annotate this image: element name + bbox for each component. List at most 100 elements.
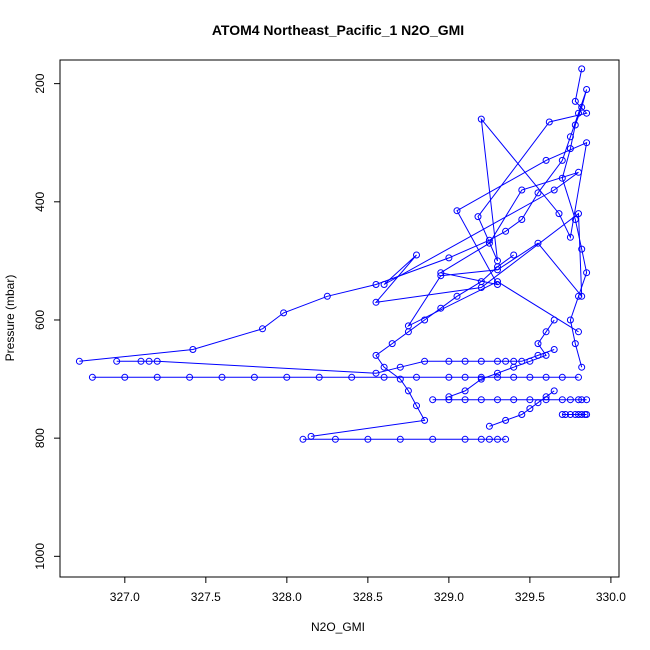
data-point <box>575 396 582 404</box>
data-point <box>502 357 510 365</box>
data-point <box>583 411 591 418</box>
data-point <box>121 373 129 381</box>
data-point <box>571 216 579 223</box>
data-point <box>88 373 96 381</box>
data-point <box>280 309 288 317</box>
data-point <box>283 373 291 381</box>
series-line <box>79 89 588 368</box>
data-point <box>545 118 553 126</box>
data-point <box>404 387 412 395</box>
x-tick-label: 329.5 <box>515 590 545 604</box>
data-point <box>566 233 574 241</box>
y-tick-label: 400 <box>33 191 47 211</box>
y-axis: 200 400 600 800 1000 <box>33 73 60 570</box>
data-point <box>575 210 582 218</box>
data-point <box>578 396 586 404</box>
data-point <box>323 292 331 300</box>
data-point <box>485 435 493 443</box>
data-point <box>566 133 574 141</box>
data-point <box>510 373 518 381</box>
data-point <box>558 396 566 404</box>
data-point <box>542 393 550 401</box>
data-point <box>494 263 501 271</box>
series-9 <box>445 316 558 401</box>
data-point <box>571 121 579 129</box>
data-point <box>153 373 161 381</box>
series-3 <box>88 373 582 381</box>
data-point <box>550 316 558 324</box>
data-point <box>364 435 372 443</box>
data-point <box>575 109 582 117</box>
series-line <box>311 254 514 437</box>
data-point <box>413 251 420 259</box>
y-axis-label: Pressure (mbar) <box>3 275 17 362</box>
x-tick-label: 327.0 <box>110 590 140 604</box>
data-point <box>474 213 482 221</box>
data-point <box>526 357 534 365</box>
data-point <box>453 292 461 300</box>
data-point <box>331 435 339 443</box>
x-axis: 327.0 327.5 328.0 328.5 329.0 329.5 330.0 <box>110 577 626 604</box>
data-point <box>477 375 485 383</box>
series-line <box>374 68 588 333</box>
series-2 <box>75 86 591 371</box>
data-point <box>534 340 542 348</box>
data-point <box>437 269 445 277</box>
series-layer <box>75 65 591 443</box>
data-point <box>502 227 510 235</box>
data-point <box>259 325 266 333</box>
data-point <box>494 369 501 377</box>
data-point <box>542 351 550 359</box>
data-point <box>421 316 429 324</box>
data-point <box>583 396 591 404</box>
data-point <box>583 86 591 93</box>
data-point <box>372 351 380 359</box>
data-point <box>518 411 526 418</box>
x-axis-label: N2O_GMI <box>311 620 365 634</box>
chart-title: ATOM4 Northeast_Pacific_1 N2O_GMI <box>212 22 464 38</box>
data-point <box>578 411 586 418</box>
data-point <box>388 340 396 348</box>
y-tick-label: 600 <box>33 310 47 330</box>
data-point <box>315 373 323 381</box>
y-tick-label: 1000 <box>33 543 47 570</box>
data-point <box>477 357 485 365</box>
data-point <box>542 328 550 336</box>
data-point <box>421 416 429 424</box>
data-point <box>477 435 485 443</box>
data-point <box>542 373 550 381</box>
data-point <box>494 373 501 381</box>
data-point <box>137 357 145 365</box>
data-point <box>145 357 153 365</box>
data-point <box>575 373 582 381</box>
data-point <box>437 304 445 312</box>
data-point <box>461 435 469 443</box>
data-point <box>575 328 582 336</box>
data-point <box>445 393 453 401</box>
y-tick-label: 200 <box>33 73 47 93</box>
data-point <box>413 373 420 381</box>
data-point <box>526 373 534 381</box>
data-point <box>558 373 566 381</box>
data-point <box>75 357 83 365</box>
data-point <box>558 174 566 182</box>
data-point <box>550 186 558 194</box>
data-point <box>348 373 356 381</box>
data-point <box>372 281 380 288</box>
data-point <box>404 328 412 336</box>
data-point <box>510 396 518 404</box>
data-point <box>396 363 404 371</box>
data-point <box>494 278 501 286</box>
x-tick-label: 328.0 <box>272 590 302 604</box>
data-point <box>502 416 510 424</box>
data-point <box>534 399 542 407</box>
data-point <box>575 292 582 300</box>
data-point <box>518 216 526 223</box>
series-line <box>489 390 555 427</box>
data-point <box>477 396 485 404</box>
data-point <box>477 115 485 123</box>
data-point <box>583 109 591 117</box>
series-6 <box>307 251 518 440</box>
series-7 <box>429 396 591 404</box>
